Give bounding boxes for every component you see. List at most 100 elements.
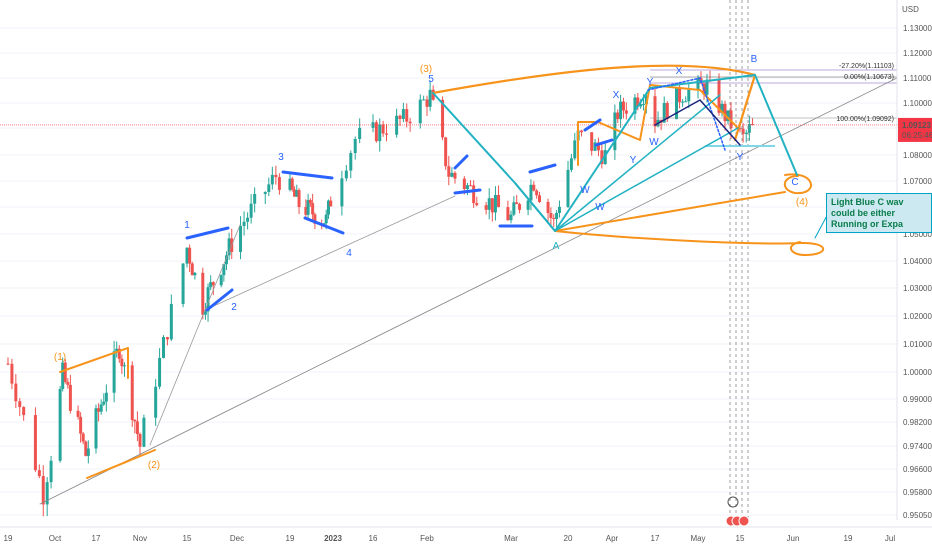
time-tick: 2023 <box>324 534 342 543</box>
candle-body <box>295 190 299 197</box>
candle-body <box>45 482 49 505</box>
candlestick-series <box>6 70 754 517</box>
cyan-channel-1 <box>554 127 739 232</box>
candle-body <box>580 130 584 133</box>
price-tick: 1.10000 <box>903 99 932 108</box>
candle-body <box>729 110 733 129</box>
candle-body <box>428 89 432 107</box>
current-price-value: 1.09123 <box>902 121 931 130</box>
price-tick: 1.05000 <box>903 230 932 239</box>
candle-body <box>453 172 457 179</box>
wave-label-blue: W <box>595 202 605 213</box>
blue-wave-w2 <box>583 118 602 132</box>
candle-body <box>86 448 90 456</box>
orange-wave-4-upper <box>554 191 786 232</box>
orange-triangle-pattern <box>577 84 739 166</box>
note-line-3: Running or Expa <box>831 219 903 229</box>
candle-body <box>593 142 597 151</box>
wave-label-blue: Y <box>647 77 654 88</box>
candle-body <box>37 470 41 477</box>
time-axis[interactable]: 19 Oct 17 Nov 15 Dec 19 2023 16 Feb Mar 20 Apr 17 May 1… <box>0 496 932 543</box>
event-flag-icon <box>738 515 750 527</box>
wave-label-blue: A <box>553 241 560 252</box>
candle-body <box>138 434 142 447</box>
candle-body <box>573 140 577 159</box>
candle-body <box>79 416 83 434</box>
candle-body <box>10 363 14 384</box>
price-axis[interactable]: USD1.130001.120001.110001.100001.090001.… <box>896 0 932 550</box>
candle-body <box>512 202 516 215</box>
trendline-lower <box>39 77 898 505</box>
candle-body <box>653 96 657 127</box>
candle-body <box>263 192 267 194</box>
price-tick: 0.96600 <box>903 465 932 474</box>
price-tick: 0.97400 <box>903 442 932 451</box>
candle-body <box>497 194 501 208</box>
candle-body <box>425 99 429 107</box>
candle-body <box>422 99 426 101</box>
candle-body <box>613 112 617 151</box>
candle-body <box>224 255 228 265</box>
candle-body <box>744 132 748 134</box>
candle-body <box>619 101 623 120</box>
candle-body <box>340 178 344 207</box>
price-axis-background <box>897 0 932 550</box>
time-tick: Feb <box>420 534 434 543</box>
price-tick: 1.03000 <box>903 284 932 293</box>
candle-body <box>624 110 628 114</box>
candle-body <box>322 223 326 225</box>
candle-body <box>135 421 139 435</box>
candle-body <box>222 264 226 276</box>
candle-body <box>549 212 553 218</box>
candle-body <box>515 202 519 205</box>
candle-body <box>58 388 62 461</box>
candle-body <box>81 433 85 442</box>
trendline-mid <box>204 195 456 311</box>
blue-dotted-pattern <box>647 77 726 151</box>
candle-body <box>293 189 297 197</box>
candle-body <box>484 205 488 210</box>
blue-wave-2 <box>205 288 234 312</box>
wave-labels: 1 2 3 4 5 X W Y X W Y W Y A B C (1) (2) (3) (4) -27.20%(1.11… <box>54 54 894 471</box>
candle-body <box>546 201 550 213</box>
wave-label-blue: 3 <box>278 152 284 163</box>
fib-level-label: 0.00%(1.10673) <box>844 74 894 81</box>
candle-body <box>133 420 137 422</box>
candle-body <box>720 103 724 113</box>
candle-body <box>506 207 510 221</box>
orange-wave-4-lower <box>554 230 825 256</box>
candle-body <box>675 87 678 120</box>
candle-body <box>169 303 173 340</box>
candle-body <box>209 282 213 288</box>
time-tick: 20 <box>564 534 573 543</box>
candle-body <box>378 124 382 142</box>
wave-label-orange: (2) <box>148 460 160 471</box>
candle-body <box>535 190 539 196</box>
blue-wave-x1 <box>453 154 469 170</box>
candle-body <box>188 247 192 264</box>
time-tick: Mar <box>504 534 518 543</box>
candle-body <box>469 185 473 187</box>
candle-body <box>750 124 754 126</box>
candle-body <box>324 214 328 224</box>
candle-body <box>84 441 88 456</box>
fib-level-label: 100.00%(1.09092) <box>836 116 894 123</box>
candle-body <box>242 221 246 226</box>
candle-body <box>14 383 18 402</box>
orange-wave-3 <box>431 64 757 142</box>
candle-body <box>408 121 412 124</box>
annotation-callout[interactable]: Light Blue C wav could be either Running… <box>826 193 932 233</box>
time-tick: Dec <box>230 534 244 543</box>
wave-label-blue: C <box>791 177 798 188</box>
candle-body <box>206 287 210 312</box>
time-tick: 17 <box>92 534 101 543</box>
time-tick: 15 <box>183 534 192 543</box>
candle-body <box>227 238 231 256</box>
candle-body <box>385 133 388 135</box>
candle-body <box>49 460 53 483</box>
candle-body <box>431 89 435 100</box>
candle-body <box>532 184 536 191</box>
candle-body <box>6 363 10 365</box>
price-tick: 0.98200 <box>903 418 932 427</box>
